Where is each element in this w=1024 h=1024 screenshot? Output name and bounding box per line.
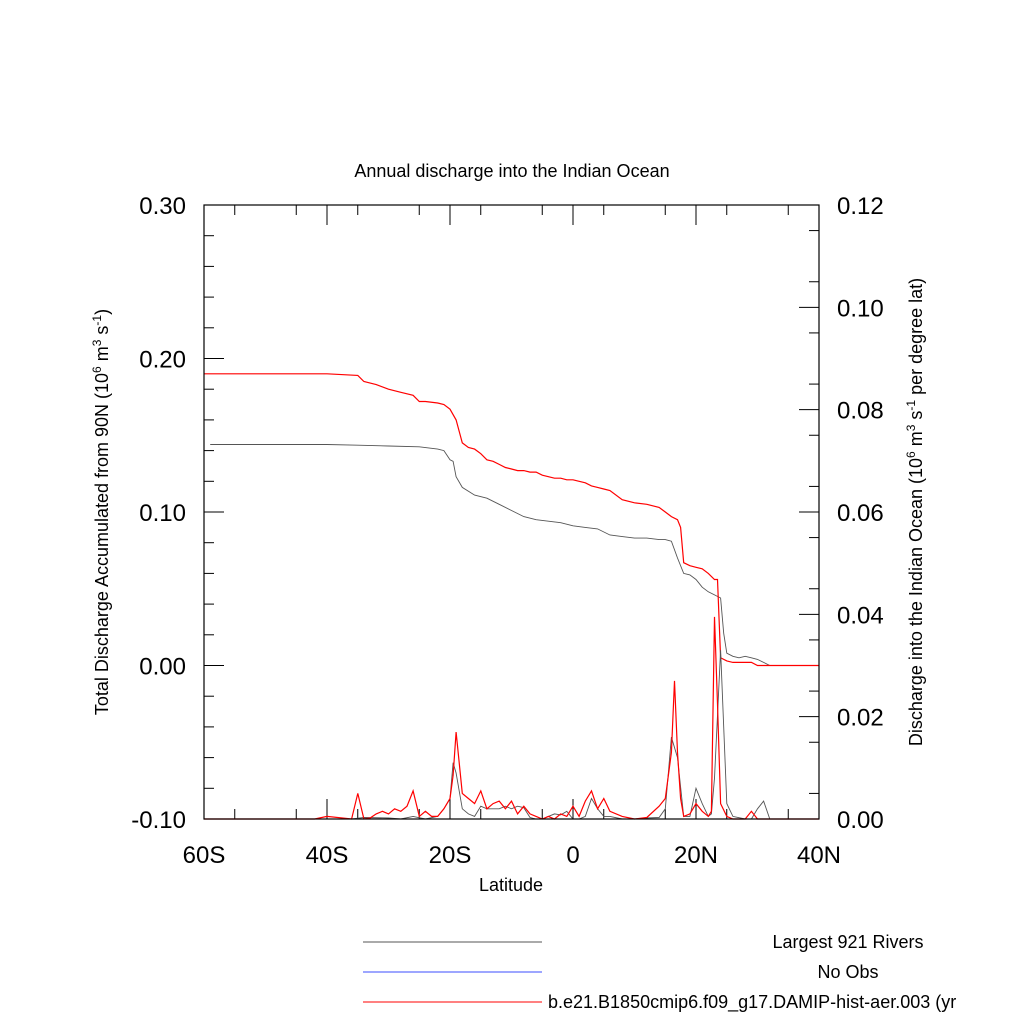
legend-label: b.e21.B1850cmip6.f09_g17.DAMIP-hist-aer.… xyxy=(548,992,956,1013)
y-left-tick-label: 0.20 xyxy=(139,347,186,374)
x-tick-label: 40N xyxy=(797,842,841,869)
series-line-3 xyxy=(204,650,819,820)
y-left-tick-label: 0.30 xyxy=(139,193,186,220)
series-line-0 xyxy=(210,444,819,666)
y-right-tick-label: 0.04 xyxy=(837,602,884,629)
axis-label-part: 3 xyxy=(904,424,918,431)
axis-label-part: -1 xyxy=(904,400,918,411)
axis-label-part: m xyxy=(92,346,112,366)
y-right-tick-label: 0.06 xyxy=(837,500,884,527)
y-right-tick-label: 0.02 xyxy=(837,705,884,732)
axis-label-part: 3 xyxy=(90,339,104,346)
y-right-tick-label: 0.10 xyxy=(837,295,884,322)
axis-label-part: s xyxy=(906,411,926,425)
x-tick-label: 20S xyxy=(429,842,472,869)
x-tick-label: 0 xyxy=(566,842,579,869)
x-tick-label: 20N xyxy=(674,842,718,869)
x-tick-label: 40S xyxy=(306,842,349,869)
y-left-tick-label: -0.10 xyxy=(131,807,186,834)
axis-label-part: s xyxy=(92,326,112,340)
y-right-tick-label: 0.00 xyxy=(837,807,884,834)
axis-label-part: -1 xyxy=(90,315,104,326)
legend-label: No Obs xyxy=(817,962,878,982)
y-left-tick-label: 0.10 xyxy=(139,500,186,527)
axis-label-part: Discharge into the Indian Ocean (10 xyxy=(906,458,926,746)
axis-label-part: per degree lat) xyxy=(906,278,926,400)
y-axis-right: 0.00 0.02 0.04 0.06 0.08 0.10 0.12 xyxy=(799,193,884,834)
series-line-4 xyxy=(204,616,819,820)
plot-frame xyxy=(203,204,820,820)
series-layer xyxy=(204,373,819,820)
series-line-2 xyxy=(204,373,819,667)
axis-label-part: 6 xyxy=(904,451,918,458)
x-axis-label: Latitude xyxy=(479,875,543,895)
y-right-tick-label: 0.12 xyxy=(837,193,884,220)
x-tick-label: 60S xyxy=(183,842,226,869)
axis-label-part: Total Discharge Accumulated from 90N (10 xyxy=(92,373,112,715)
legend: Largest 921 Rivers No Obs b.e21.B1850cmip6… xyxy=(363,932,956,1013)
y-left-tick-label: 0.00 xyxy=(139,654,186,681)
y-axis-left: -0.10 0.00 0.10 0.20 0.30 xyxy=(131,193,224,834)
axis-label-part: 6 xyxy=(90,366,104,373)
legend-label: Largest 921 Rivers xyxy=(772,932,923,952)
y-right-tick-label: 0.08 xyxy=(837,398,884,425)
x-axis: 60S 40S 20S 0 20N 40N xyxy=(183,205,841,869)
axis-label-part: m xyxy=(906,431,926,451)
chart-title: Annual discharge into the Indian Ocean xyxy=(354,161,669,181)
y-axis-left-label: Total Discharge Accumulated from 90N (10… xyxy=(90,309,112,715)
y-axis-right-label: Discharge into the Indian Ocean (106 m3 … xyxy=(904,278,926,746)
axis-label-part: ) xyxy=(92,309,112,315)
